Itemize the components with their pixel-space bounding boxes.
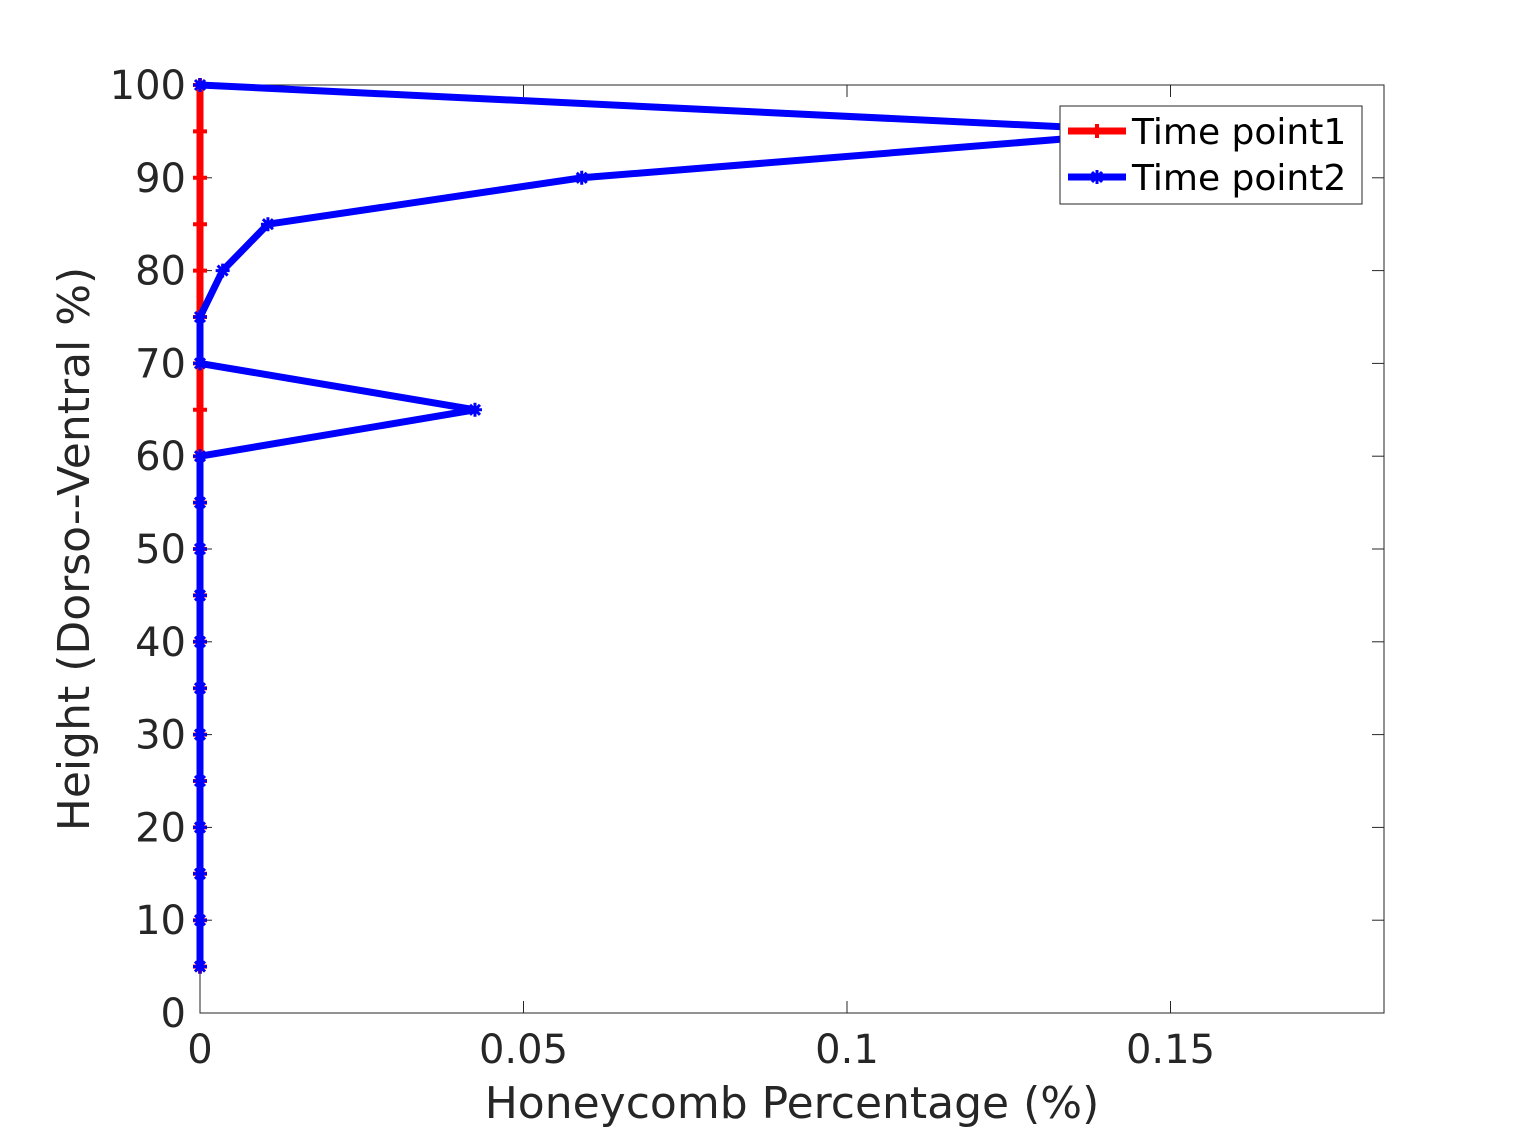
data-point bbox=[574, 170, 589, 185]
y-tick-label: 70 bbox=[135, 341, 186, 387]
y-tick-label: 60 bbox=[135, 434, 186, 480]
x-tick-label: 0.05 bbox=[479, 1027, 568, 1073]
y-tick-label: 30 bbox=[135, 713, 186, 759]
data-point bbox=[1090, 170, 1104, 184]
x-axis-label: Honeycomb Percentage (%) bbox=[485, 1078, 1100, 1129]
data-point bbox=[193, 681, 207, 696]
data-point bbox=[193, 217, 207, 232]
data-point bbox=[193, 727, 207, 742]
data-point bbox=[193, 495, 207, 510]
legend-label: Time point1 bbox=[1131, 112, 1346, 153]
y-tick-label: 10 bbox=[135, 898, 186, 944]
data-point bbox=[193, 170, 207, 185]
data-point bbox=[193, 78, 207, 92]
data-point bbox=[260, 217, 275, 232]
data-point bbox=[193, 542, 207, 556]
data-point bbox=[193, 820, 207, 835]
data-point bbox=[193, 356, 207, 371]
y-tick-label: 0 bbox=[161, 991, 186, 1037]
data-point bbox=[467, 402, 482, 417]
y-axis-label: Height (Dorso--Ventral %) bbox=[49, 267, 100, 831]
legend: Time point1 Time point2 bbox=[1059, 105, 1363, 205]
legend-box bbox=[1059, 105, 1363, 205]
data-point bbox=[193, 913, 207, 928]
series-2 bbox=[193, 78, 1165, 974]
y-tick-label: 90 bbox=[135, 156, 186, 202]
y-tick-label: 100 bbox=[110, 63, 186, 109]
data-point bbox=[193, 263, 207, 278]
y-tick-label: 80 bbox=[135, 249, 186, 295]
data-point bbox=[193, 959, 207, 974]
legend-item: Time point1 bbox=[1068, 112, 1346, 153]
data-point bbox=[193, 449, 207, 464]
data-point bbox=[215, 263, 230, 278]
y-tick-label: 40 bbox=[135, 620, 186, 666]
x-tick-label: 0.1 bbox=[815, 1027, 879, 1073]
series-layer bbox=[193, 78, 1165, 974]
data-point bbox=[193, 124, 207, 139]
y-tick-label: 20 bbox=[135, 805, 186, 851]
data-point bbox=[193, 774, 207, 788]
x-tick-label: 0 bbox=[187, 1027, 212, 1073]
series-line bbox=[196, 81, 1162, 967]
data-point bbox=[193, 588, 207, 603]
x-ticks: 0 0.05 0.1 0.15 bbox=[187, 85, 1215, 1073]
legend-item: Time point2 bbox=[1068, 158, 1346, 199]
y-tick-label: 50 bbox=[135, 527, 186, 573]
data-point bbox=[193, 866, 207, 881]
data-point bbox=[1090, 124, 1104, 138]
plot-area bbox=[199, 84, 1385, 1014]
data-point bbox=[193, 310, 207, 324]
data-point bbox=[193, 402, 207, 417]
x-tick-label: 0.15 bbox=[1126, 1027, 1215, 1073]
data-point bbox=[193, 634, 207, 649]
y-ticks: 0 10 20 30 40 50 60 70 80 90 100 bbox=[110, 63, 1384, 1037]
legend-label: Time point2 bbox=[1131, 158, 1346, 199]
